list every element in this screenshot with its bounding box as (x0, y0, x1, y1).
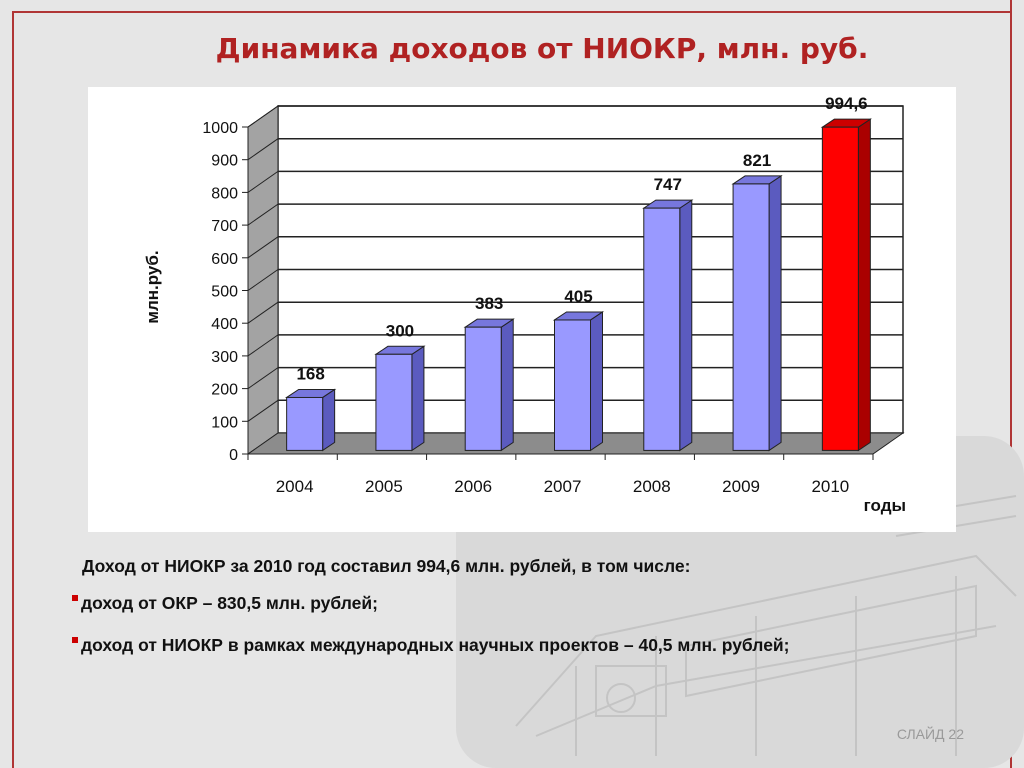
gridline-side (247, 236, 279, 259)
data-label: 747 (654, 175, 682, 194)
bar-front (375, 353, 413, 451)
gridline-side (247, 399, 279, 422)
bar-2009 (731, 174, 783, 452)
slide-number: СЛАЙД 22 (896, 726, 964, 742)
bar-2004 (284, 388, 337, 452)
x-tick-label: 2007 (544, 477, 582, 496)
data-label: 300 (386, 321, 414, 340)
x-tick-label: 2006 (454, 477, 492, 496)
y-tick-label: 1000 (202, 120, 238, 137)
y-tick-label: 100 (211, 414, 238, 431)
y-tick-label: 300 (211, 349, 238, 366)
bullet-international-text: доход от НИОКР в рамках международных на… (81, 635, 790, 655)
y-tick-label: 400 (211, 316, 238, 333)
y-tick-label: 600 (211, 251, 238, 268)
bullet-square-icon (72, 595, 78, 601)
x-tick-label: 2008 (633, 477, 671, 496)
bar-side (322, 388, 336, 452)
bar-front (554, 319, 591, 451)
x-axis-title: годы (864, 496, 906, 515)
y-tick-label: 900 (211, 153, 238, 170)
slide-title: Динамика доходов от НИОКР, млн. руб. (215, 32, 869, 65)
gridline-side (247, 334, 279, 357)
x-tick-label: 2004 (276, 477, 314, 496)
y-tick-label: 800 (211, 185, 238, 202)
gridline-side (247, 170, 279, 193)
gridline-side (247, 301, 279, 324)
bar-front (732, 183, 770, 451)
bar-side (500, 318, 514, 452)
y-tick-label: 700 (211, 218, 238, 235)
income-bar-chart: 0 100 200 300 400 500 600 700 800 900 1000 168 2004 3… (143, 94, 906, 515)
gridline-side (247, 138, 279, 161)
gridline-side (247, 105, 279, 128)
y-tick-label: 500 (211, 284, 238, 301)
y-axis-title: млн.руб. (143, 250, 162, 323)
bar-2005 (374, 345, 426, 452)
x-tick-label: 2009 (722, 477, 760, 496)
frame-left-line (12, 11, 14, 768)
data-label: 821 (743, 151, 771, 170)
data-label: 168 (296, 364, 324, 383)
summary-intro: Доход от НИОКР за 2010 год составил 994,… (82, 556, 691, 576)
bullet-international: доход от НИОКР в рамках международных на… (72, 628, 932, 662)
bar-front (464, 326, 502, 451)
x-tick-label: 2005 (365, 477, 403, 496)
bar-2006 (463, 318, 515, 452)
bar-side (768, 174, 782, 452)
y-tick-label: 0 (229, 447, 238, 464)
y-tick-label: 200 (211, 382, 238, 399)
data-label: 383 (475, 294, 503, 313)
x-tick-label: 2010 (811, 477, 849, 496)
data-label: 994,6 (825, 94, 868, 113)
bullet-okr-text: доход от ОКР – 830,5 млн. рублей; (81, 593, 378, 613)
bullet-square-icon (72, 637, 78, 643)
summary-text: Доход от НИОКР за 2010 год составил 994,… (72, 554, 932, 662)
frame-right-line (1010, 0, 1012, 768)
bar-side (411, 345, 425, 452)
bar-front (643, 207, 681, 451)
chart-panel: 0 100 200 300 400 500 600 700 800 900 1000 168 2004 3… (88, 87, 956, 532)
bar-2008 (642, 199, 694, 452)
gridline-side (247, 269, 279, 291)
gridline-side (247, 203, 279, 226)
bar-2010 (820, 118, 873, 452)
bar-side (857, 118, 871, 452)
bar-2007 (552, 311, 605, 452)
data-label: 405 (564, 287, 592, 306)
bar-front (286, 396, 324, 451)
gridline-side (247, 367, 279, 390)
bar-side (679, 199, 693, 452)
bullet-okr: доход от ОКР – 830,5 млн. рублей; (72, 586, 932, 620)
bar-front (821, 126, 859, 451)
frame-top-line (12, 11, 1012, 13)
bar-side (590, 311, 603, 452)
